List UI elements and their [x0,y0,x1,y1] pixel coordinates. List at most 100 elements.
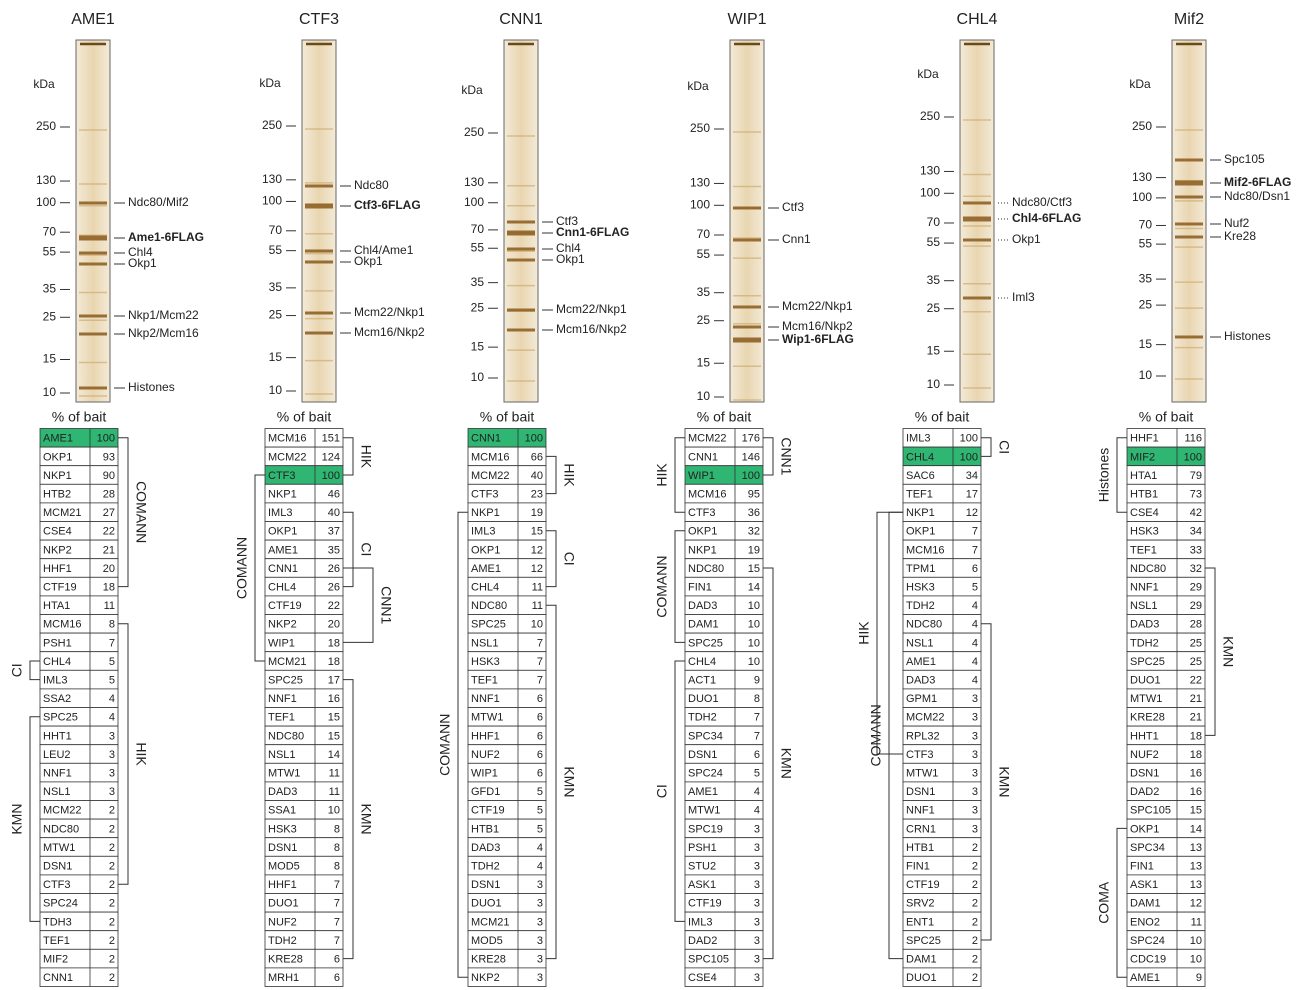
protein-name: NDC80 [906,619,942,631]
protein-name: NUF2 [268,916,297,928]
marker-label: 10 [43,385,57,399]
percent-value: 4 [972,619,978,631]
percent-value: 2 [972,879,978,891]
protein-name: DUO1 [906,972,937,984]
protein-name: MTW1 [1130,693,1162,705]
percent-value: 6 [972,563,978,575]
percent-value: 2 [972,935,978,947]
protein-name: LEU2 [43,749,71,761]
percent-value: 3 [972,730,978,742]
percent-value: 34 [966,470,978,482]
marker-label: 35 [1139,271,1153,285]
marker-label: 55 [43,244,57,258]
panel-title: Mif2 [1174,11,1204,28]
percent-value: 8 [754,693,760,705]
percent-value: 4 [972,675,978,687]
kda-label: kDa [259,76,281,90]
protein-name: MIF2 [43,954,68,966]
protein-name: HSK3 [268,823,297,835]
protein-name: HHF1 [268,879,297,891]
percent-value: 11 [329,768,340,780]
percent-value: 2 [109,916,115,928]
protein-name: IML3 [688,916,712,928]
protein-name: DSN1 [906,786,935,798]
protein-name: NKP2 [471,972,500,984]
protein-name: ENO2 [1130,916,1160,928]
protein-name: MCM16 [268,433,307,445]
protein-name: NNF1 [43,768,72,780]
percent-value: 2 [972,861,978,873]
marker-label: 10 [269,383,283,397]
protein-name: MOD5 [471,935,503,947]
percent-value: 7 [537,637,543,649]
protein-name: KRE28 [1130,712,1165,724]
marker-label: 15 [1139,337,1153,351]
group-bracket [981,438,991,457]
protein-name: CNN1 [268,563,298,575]
marker-label: 25 [471,300,485,314]
protein-name: TDH2 [471,861,500,873]
percent-value: 12 [531,544,543,556]
band-label: Histones [1224,329,1271,343]
protein-name: DAM1 [906,954,937,966]
marker-label: 35 [471,275,485,289]
protein-name: AME1 [471,563,501,575]
percent-value: 40 [328,507,340,519]
group-bracket [1117,438,1127,512]
protein-name: ENT1 [906,916,934,928]
protein-name: NDC80 [268,730,304,742]
protein-name: MCM22 [268,451,307,463]
band-label: Okp1 [556,252,585,266]
kda-label: kDa [461,83,483,97]
percent-value: 36 [748,507,760,519]
protein-name: NKP1 [43,470,72,482]
protein-name: SPC34 [688,730,723,742]
percent-value: 2 [972,898,978,910]
marker-label: 10 [697,389,711,403]
group-label: COMANN [133,481,149,543]
percent-value: 10 [1190,935,1202,947]
protein-name: SPC25 [471,619,506,631]
marker-label: 100 [920,185,940,199]
marker-label: 130 [36,173,56,187]
percent-value: 2 [109,879,115,891]
group-label: HIK [133,742,149,766]
marker-label: 70 [43,224,57,238]
group-label: COMANN [234,537,250,599]
percent-value: 3 [754,954,760,966]
protein-name: MRH1 [268,972,299,984]
protein-name: MCM22 [471,470,510,482]
percent-value: 6 [537,749,543,761]
marker-label: 55 [697,247,711,261]
percent-value: 21 [1190,712,1202,724]
protein-name: MCM21 [471,916,510,928]
protein-name: IML3 [906,433,930,445]
percent-value: 25 [1190,637,1202,649]
protein-name: IML3 [268,507,292,519]
protein-name: CHL4 [688,656,716,668]
percent-value: 100 [97,433,115,445]
band-label: Nkp1/Mcm22 [128,308,199,322]
protein-name: DAD2 [688,935,717,947]
protein-name: MCM22 [906,712,945,724]
marker-label: 100 [1132,190,1152,204]
percent-value: 18 [328,637,340,649]
percent-value: 95 [748,489,760,501]
protein-name: CHL4 [268,582,296,594]
marker-label: 55 [471,240,485,254]
percent-value: 12 [966,507,978,519]
percent-value: 11 [104,600,115,612]
protein-name: CSE4 [1130,507,1159,519]
group-bracket [118,438,128,587]
table-header: % of bait [480,409,535,425]
percent-value: 40 [531,470,543,482]
percent-value: 29 [1190,600,1202,612]
percent-value: 16 [328,693,340,705]
percent-value: 2 [109,805,115,817]
band-label: Cnn1 [782,232,811,246]
protein-name: CRN1 [906,823,936,835]
percent-value: 10 [748,637,760,649]
protein-name: SPC24 [1130,935,1165,947]
protein-name: DAD3 [688,600,717,612]
protein-name: TEF1 [471,675,498,687]
